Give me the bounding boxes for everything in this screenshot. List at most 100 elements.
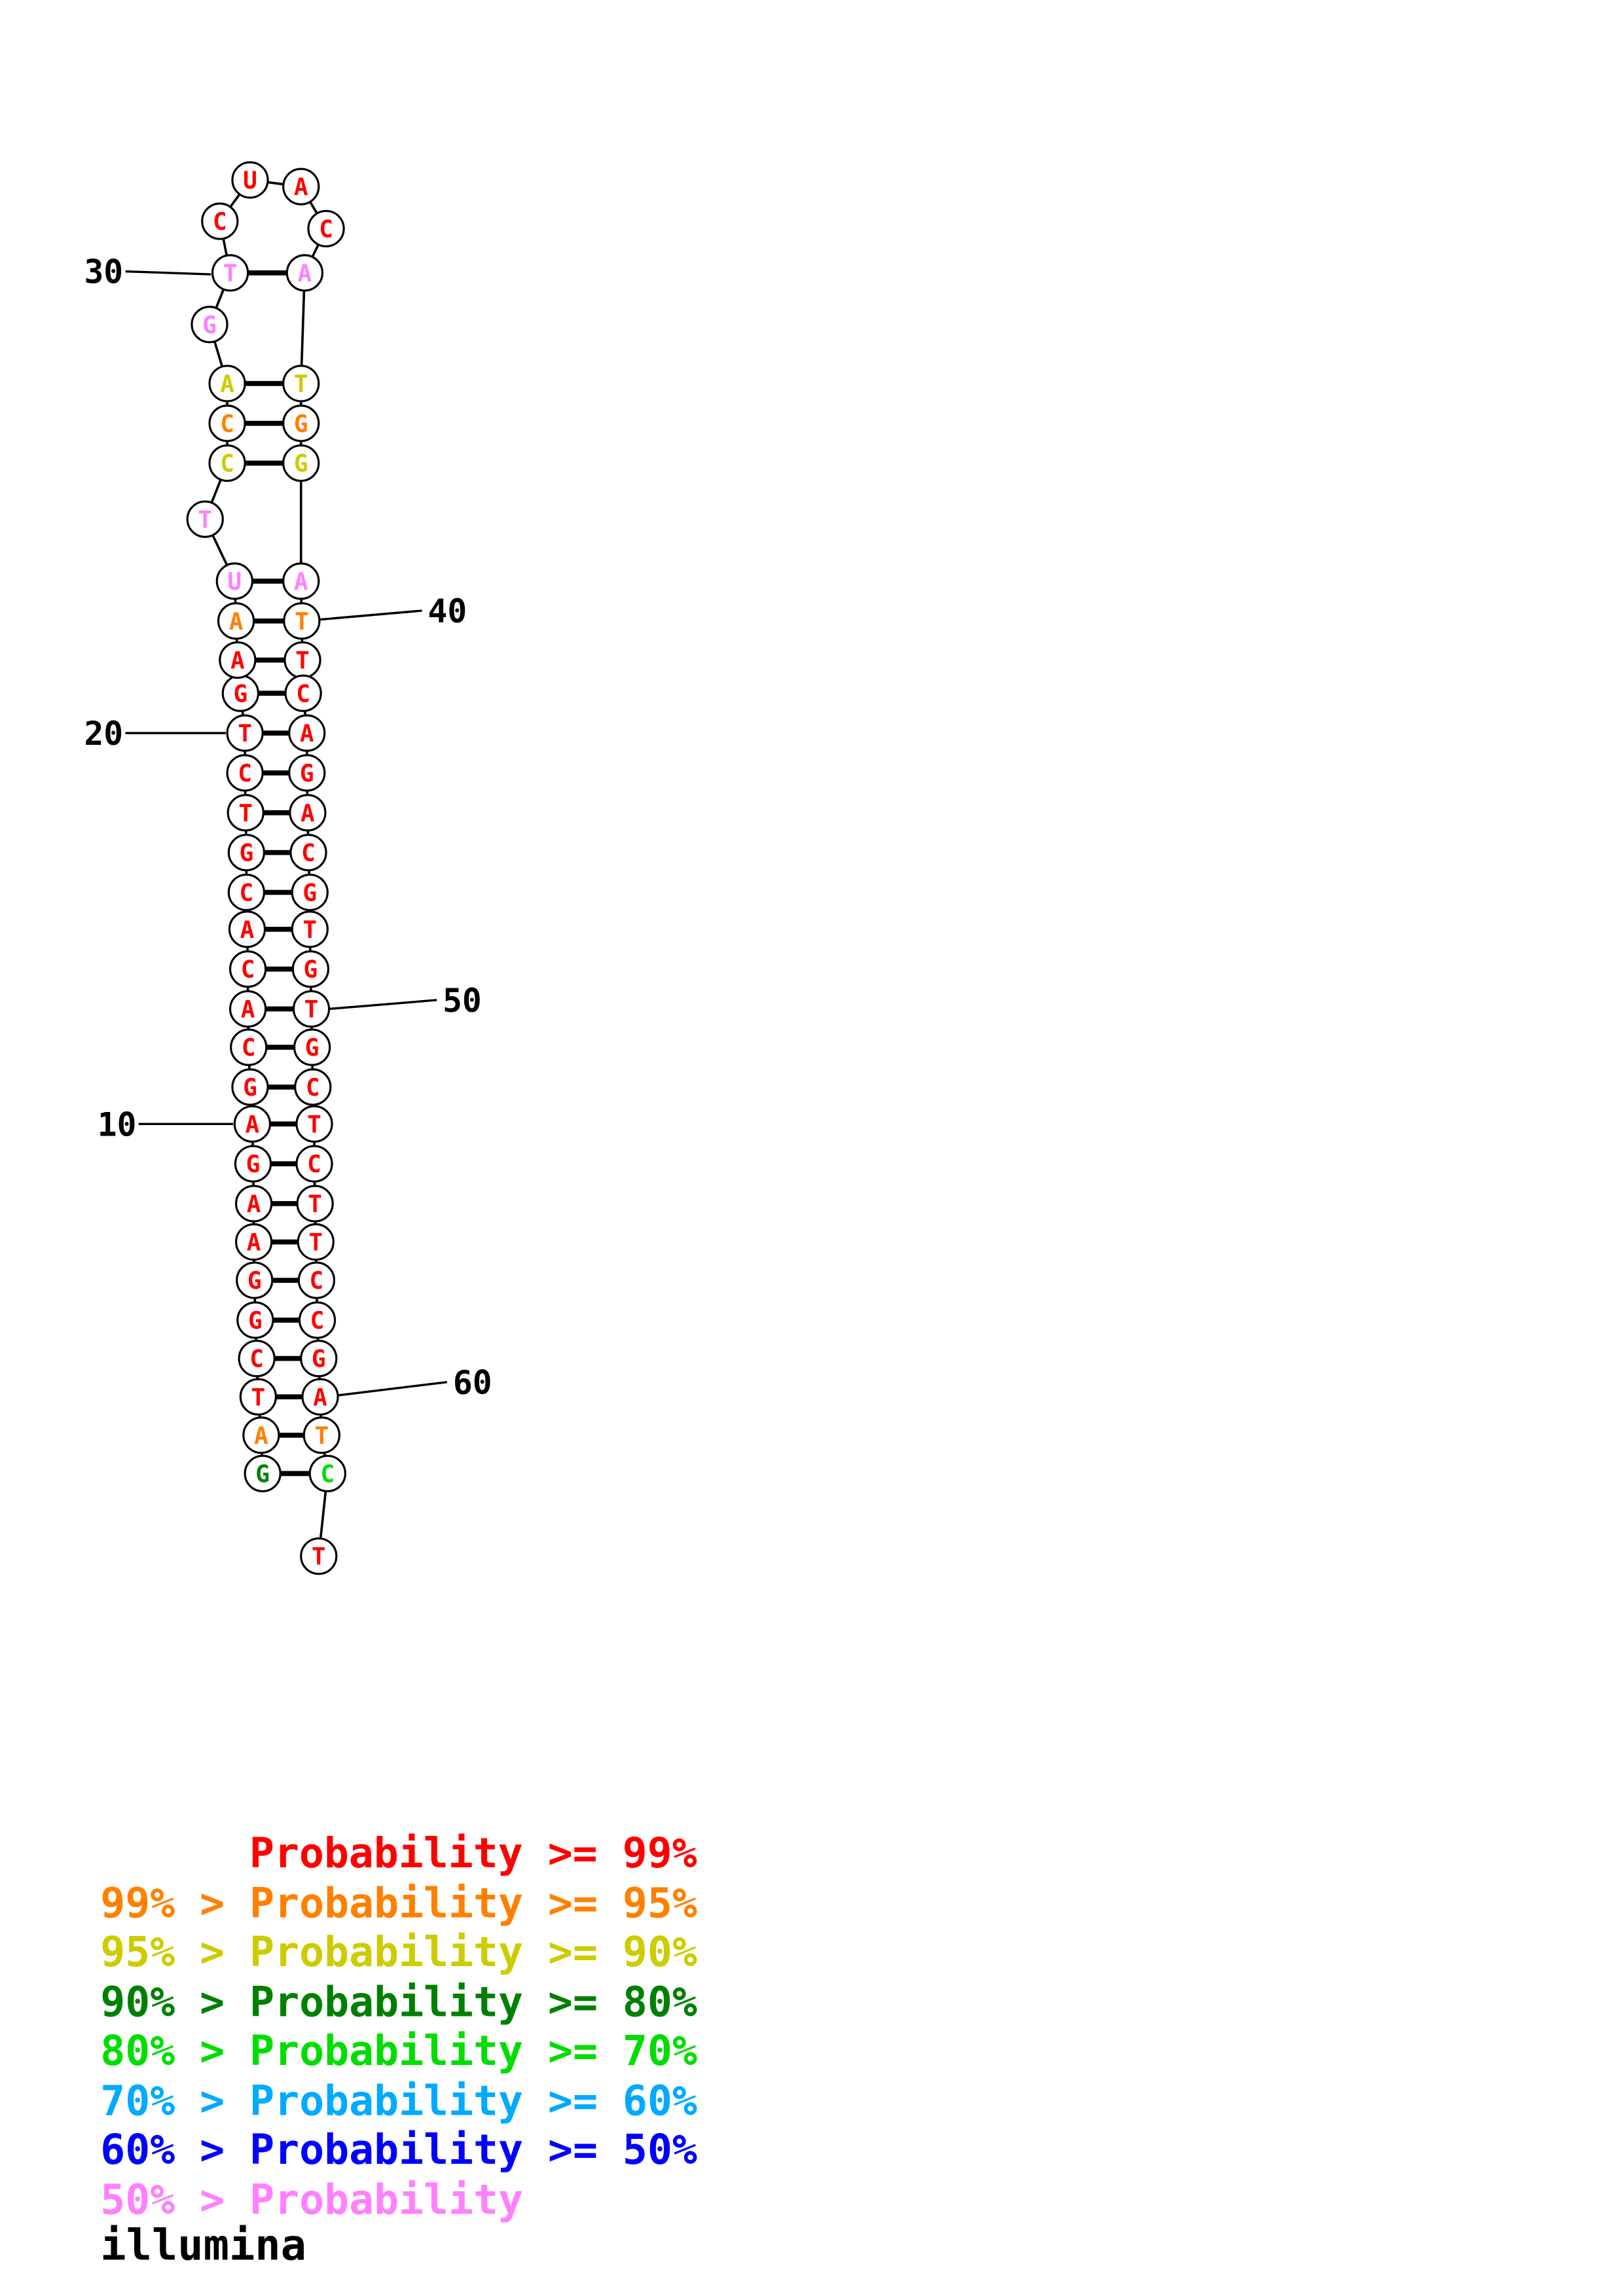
label-leader-line — [329, 999, 437, 1011]
nucleotide-circle — [285, 254, 323, 292]
label-leader-line — [337, 1380, 448, 1397]
nucleotide-base: G — [240, 840, 254, 867]
nucleotide-circle — [283, 602, 321, 640]
nucleotide-base: C — [310, 1307, 325, 1335]
nucleotide-circle — [300, 1339, 338, 1378]
nucleotide-base: A — [298, 260, 312, 287]
nucleotide-circle — [208, 404, 246, 442]
nucleotide-base: A — [240, 916, 255, 944]
nucleotide-circle — [300, 1537, 338, 1575]
nucleotide-base: A — [230, 647, 245, 675]
nucleotide-circle — [228, 990, 267, 1028]
nucleotide-base: G — [305, 1034, 319, 1062]
nucleotide-circle — [228, 910, 266, 948]
nucleotide-circle — [298, 1301, 337, 1339]
nucleotide-circle — [215, 562, 253, 600]
nucleotide-circle — [238, 1339, 276, 1378]
nucleotide-base: G — [248, 1307, 263, 1335]
nucleotide-base: G — [300, 760, 314, 787]
nucleotide-circle — [282, 365, 320, 403]
nucleotide-base: A — [246, 1111, 260, 1138]
nucleotide-base: G — [294, 410, 308, 438]
nucleotide-circle — [244, 1454, 282, 1492]
legend-entry: 50% > Probability — [100, 2176, 523, 2224]
nucleotide-circle — [226, 714, 264, 752]
nucleotide-base: A — [294, 568, 308, 596]
nucleotide-base: G — [302, 880, 317, 907]
nucleotide-circle — [295, 1105, 333, 1143]
nucleotide-circle — [217, 602, 255, 640]
nucleotide-base: C — [320, 1460, 335, 1488]
position-number: 60 — [453, 1364, 492, 1402]
nucleotide-base: C — [240, 880, 254, 907]
legend-entry: 70% > Probability >= 60% — [100, 2077, 697, 2125]
nucleotide-circle — [231, 1068, 269, 1106]
legend-entry: Probability >= 99% — [249, 1829, 697, 1877]
nucleotide-base: T — [304, 996, 319, 1024]
label-leader-line — [319, 609, 422, 621]
nucleotide-base: C — [242, 1034, 256, 1062]
nucleotide-base: G — [247, 1267, 262, 1295]
nucleotide-circle — [219, 641, 257, 679]
label-leader-line — [125, 270, 211, 276]
nucleotide-base: G — [202, 312, 217, 339]
nucleotide-base: A — [254, 1422, 268, 1450]
nucleotide-base: C — [310, 1267, 324, 1295]
nucleotide-base: C — [249, 1346, 264, 1373]
nucleotide-circle — [227, 873, 265, 912]
nucleotide-circle — [307, 209, 345, 247]
nucleotide-base: A — [247, 1191, 261, 1218]
nucleotide-circle — [228, 950, 267, 988]
nucleotide-base: A — [229, 608, 244, 636]
nucleotide-base: G — [255, 1460, 270, 1488]
nucleotide-circle — [226, 754, 264, 792]
nucleotide-circle — [282, 168, 320, 206]
nucleotide-circle — [289, 794, 327, 832]
nucleotide-circle — [291, 910, 329, 948]
nucleotide-base: C — [306, 1074, 320, 1102]
nucleotide-circle — [211, 254, 249, 292]
nucleotide-base: T — [294, 370, 308, 398]
nucleotide-base: C — [319, 215, 333, 243]
nucleotide-base: T — [302, 916, 317, 944]
position-number: 20 — [84, 715, 123, 753]
nucleotide-circle — [289, 833, 327, 872]
nucleotide-base: C — [296, 680, 310, 708]
nucleotide-circle — [186, 500, 224, 538]
nucleotide-circle — [236, 1261, 274, 1299]
legend-entry: 99% > Probability >= 95% — [100, 1879, 697, 1928]
nucleotide-circle — [231, 161, 269, 199]
nucleotide-circle — [302, 1416, 340, 1454]
nucleotide-circle — [297, 1261, 336, 1299]
nucleotide-base: T — [238, 720, 252, 747]
nucleotide-base: A — [294, 173, 308, 201]
nucleotide-circle — [230, 1028, 268, 1066]
legend-entry: 95% > Probability >= 90% — [100, 1928, 697, 1976]
nucleotide-circle — [301, 1378, 339, 1416]
nucleotide-circle — [227, 794, 264, 832]
nucleotide-base: C — [213, 208, 227, 236]
nucleotide-circle — [294, 1068, 332, 1106]
nucleotide-circle — [191, 306, 228, 344]
nucleotide-base: A — [247, 1229, 261, 1257]
nucleotide-circle — [293, 1028, 331, 1066]
nucleotide-base: C — [301, 840, 316, 867]
nucleotide-base: T — [238, 800, 253, 827]
nucleotide-base: C — [307, 1151, 321, 1178]
nucleotide-circle — [234, 1145, 272, 1183]
nucleotide-circle — [284, 674, 322, 712]
nucleotide-circle — [235, 1185, 273, 1223]
nucleotide-base: G — [304, 956, 318, 984]
legend-entry: 60% > Probability >= 50% — [100, 2125, 697, 2174]
nucleotide-base: C — [241, 956, 255, 984]
nucleotide-circle — [235, 1223, 273, 1261]
nucleotide-base: G — [294, 450, 308, 478]
nucleotide-base: A — [301, 800, 315, 827]
nucleotide-circle — [201, 202, 239, 240]
nucleotide-circle — [242, 1416, 280, 1454]
nucleotide-circle — [227, 833, 265, 872]
position-number: 10 — [98, 1105, 137, 1143]
nucleotide-base: U — [243, 167, 257, 194]
